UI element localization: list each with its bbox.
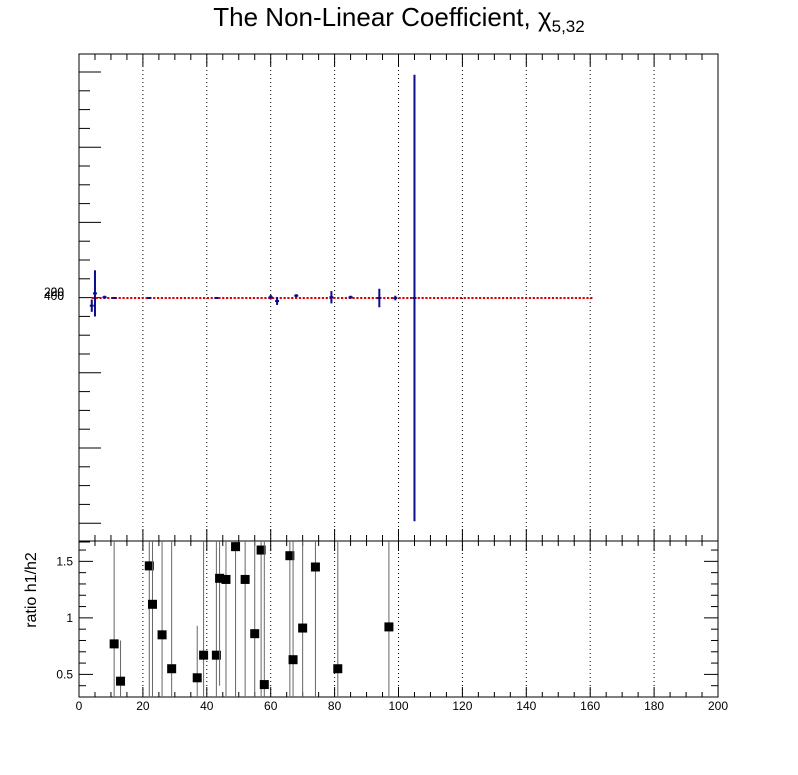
y-tick-label: 1 [66,611,73,625]
ratio-point [250,629,260,639]
ratio-y-axis-label: ratio h1/h2 [23,552,40,628]
ratio-point [157,630,167,640]
x-tick-label: 200 [708,699,728,713]
x-tick-label: 120 [452,699,472,713]
chart-title-subscript: 5,32 [551,17,585,37]
ratio-point [116,676,126,686]
ratio-point [333,664,343,674]
ratio-point [384,622,394,632]
ratio-point [211,650,221,660]
x-tick-label: 140 [516,699,536,713]
ratio-point [215,573,225,583]
x-tick-label: 60 [264,699,278,713]
ratio-point [259,680,269,690]
top-y-tick-label: 0 [57,289,64,303]
ratio-point [192,673,202,683]
x-tick-label: 40 [200,699,214,713]
chart-title: The Non-Linear Coefficient, χ5,32 [0,2,798,37]
ratio-panel: 0 20 40 60 80 100 120 140 160 180 200 0.5 1 1.5 ratio … [23,540,728,713]
x-tick-label: 0 [76,699,83,713]
ratio-point [109,639,119,649]
x-tick-label: 20 [136,699,150,713]
ratio-point [199,650,209,660]
ratio-point [288,655,298,665]
ratio-point [256,545,266,555]
ratio-point [231,542,241,552]
ratio-point [221,574,231,584]
x-tick-label: 100 [388,699,408,713]
x-tick-label: 160 [580,699,600,713]
ratio-point [144,561,154,571]
x-tick-label: 180 [644,699,664,713]
ratio-point [285,551,295,561]
ratio-point [240,574,250,584]
ratio-point [167,664,177,674]
y-tick-label: 1.5 [56,554,73,568]
top-y-tick-label: -20 [47,285,65,299]
top-y-tick-label: 400 [44,289,64,303]
x-tick-label: 80 [328,699,342,713]
ratio-point [310,562,320,572]
chart-title-main: The Non-Linear Coefficient, χ [213,2,552,32]
y-tick-label: 0.5 [56,667,73,681]
ratio-point [147,599,157,609]
ratio-point [298,623,308,633]
top-y-tick-label: 200 [44,285,64,299]
